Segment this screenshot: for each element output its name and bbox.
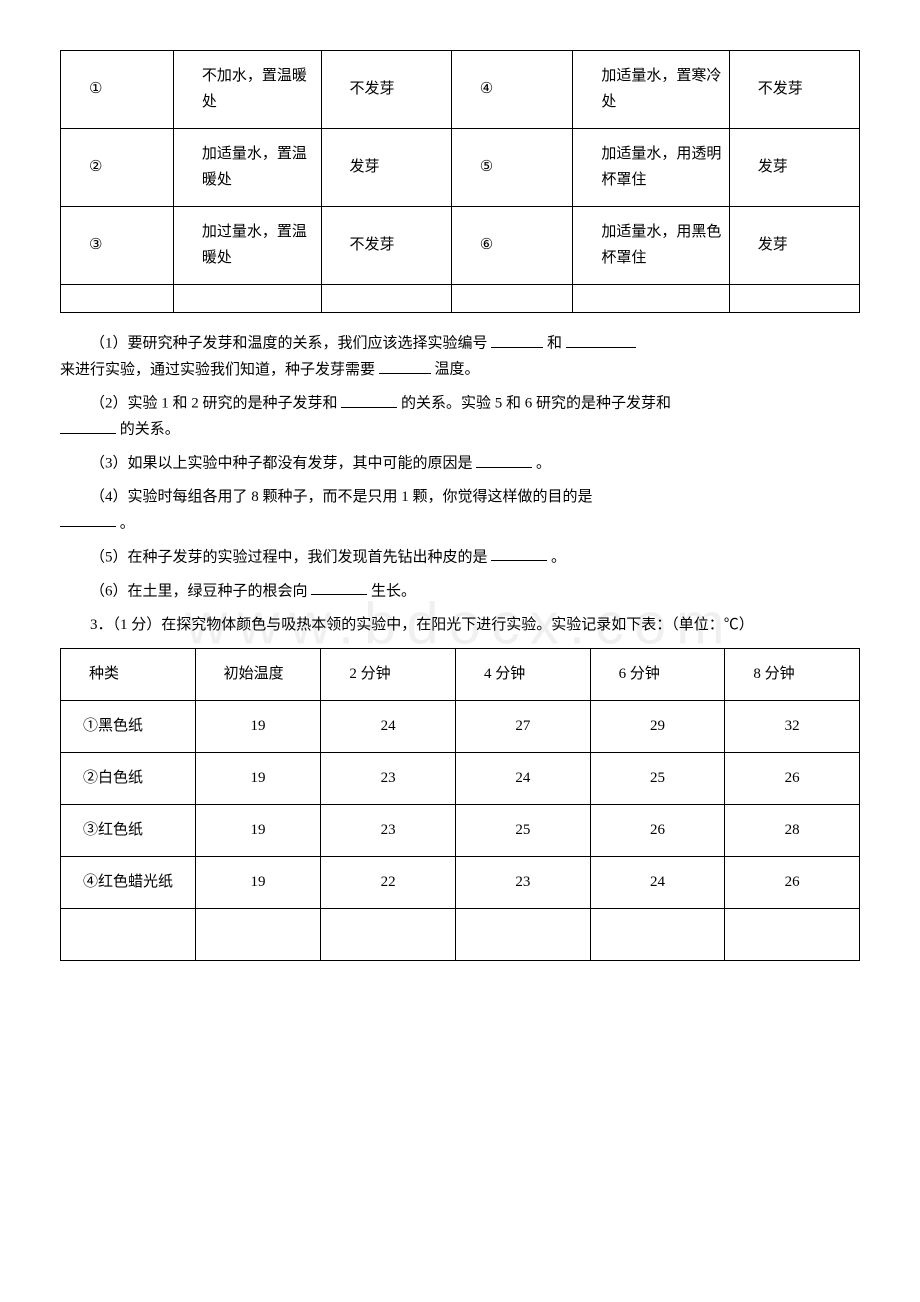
cell: 19 (195, 753, 321, 805)
text: 的关系。 (120, 422, 180, 438)
cell: ⑥ (451, 207, 573, 285)
cell: 不加水，置温暖处 (173, 51, 321, 129)
cell: 19 (195, 857, 321, 909)
table-row: ①黑色纸 19 24 27 29 32 (61, 701, 860, 753)
cell: 23 (321, 805, 456, 857)
cell: 26 (725, 753, 860, 805)
question-4: （4）实验时每组各用了 8 颗种子，而不是只用 1 颗，你觉得这样做的目的是 。 (60, 485, 860, 537)
header-cell: 8 分钟 (725, 649, 860, 701)
cell: 发芽 (729, 129, 859, 207)
cell: 27 (456, 701, 591, 753)
text: （4）实验时每组各用了 8 颗种子，而不是只用 1 颗，你觉得这样做的目的是 (90, 489, 593, 505)
blank-input[interactable] (476, 451, 532, 468)
cell: ⑤ (451, 129, 573, 207)
cell: 不发芽 (729, 51, 859, 129)
cell: 25 (456, 805, 591, 857)
cell: 19 (195, 701, 321, 753)
blank-input[interactable] (491, 545, 547, 562)
cell: 26 (725, 857, 860, 909)
cell: 加适量水，用透明杯罩住 (573, 129, 729, 207)
blank-input[interactable] (379, 357, 431, 374)
table-row: ② 加适量水，置温暖处 发芽 ⑤ 加适量水，用透明杯罩住 发芽 (61, 129, 860, 207)
cell: 加适量水，置寒冷处 (573, 51, 729, 129)
text: （3）如果以上实验中种子都没有发芽，其中可能的原因是 (90, 456, 473, 472)
blank-input[interactable] (60, 417, 116, 434)
text: 的关系。实验 5 和 6 研究的是种子发芽和 (401, 396, 671, 412)
text: （2）实验 1 和 2 研究的是种子发芽和 (90, 396, 338, 412)
text: 。 (120, 515, 135, 531)
blank-input[interactable] (491, 331, 543, 348)
header-cell: 4 分钟 (456, 649, 591, 701)
cell: 发芽 (729, 207, 859, 285)
table-row: ③红色纸 19 23 25 26 28 (61, 805, 860, 857)
question-6: （6）在土里，绿豆种子的根会向 生长。 (60, 579, 860, 605)
header-cell: 种类 (61, 649, 196, 701)
cell: ①黑色纸 (61, 701, 196, 753)
text: 和 (547, 336, 562, 352)
cell: ① (61, 51, 174, 129)
table-row: ④红色蜡光纸 19 22 23 24 26 (61, 857, 860, 909)
blank-input[interactable] (311, 579, 367, 596)
cell: 29 (590, 701, 725, 753)
text: （1）要研究种子发芽和温度的关系，我们应该选择实验编号 (90, 336, 488, 352)
cell: ③ (61, 207, 174, 285)
question-3: （3）如果以上实验中种子都没有发芽，其中可能的原因是 。 (60, 451, 860, 477)
header-cell: 初始温度 (195, 649, 321, 701)
header-cell: 2 分钟 (321, 649, 456, 701)
text: 。 (551, 549, 566, 565)
document-body: ① 不加水，置温暖处 不发芽 ④ 加适量水，置寒冷处 不发芽 ② 加适量水，置温… (60, 50, 860, 961)
cell: 24 (456, 753, 591, 805)
cell: ② (61, 129, 174, 207)
cell: 24 (590, 857, 725, 909)
table-row: ① 不加水，置温暖处 不发芽 ④ 加适量水，置寒冷处 不发芽 (61, 51, 860, 129)
blank-input[interactable] (566, 331, 636, 348)
table-row: ②白色纸 19 23 24 25 26 (61, 753, 860, 805)
cell: 19 (195, 805, 321, 857)
question-2: （2）实验 1 和 2 研究的是种子发芽和 的关系。实验 5 和 6 研究的是种… (60, 391, 860, 443)
cell: 加适量水，用黑色杯罩住 (573, 207, 729, 285)
cell: 25 (590, 753, 725, 805)
cell: 24 (321, 701, 456, 753)
cell: ②白色纸 (61, 753, 196, 805)
text: 温度。 (435, 362, 480, 378)
table-row-empty (61, 909, 860, 961)
text: 。 (536, 456, 551, 472)
cell: 32 (725, 701, 860, 753)
cell: ③红色纸 (61, 805, 196, 857)
temperature-table: 种类 初始温度 2 分钟 4 分钟 6 分钟 8 分钟 ①黑色纸 19 24 2… (60, 648, 860, 961)
cell: 不发芽 (321, 51, 451, 129)
text: （6）在土里，绿豆种子的根会向 (90, 583, 308, 599)
cell: ④ (451, 51, 573, 129)
table-row-empty (61, 285, 860, 313)
cell: 22 (321, 857, 456, 909)
blank-input[interactable] (341, 391, 397, 408)
table-header-row: 种类 初始温度 2 分钟 4 分钟 6 分钟 8 分钟 (61, 649, 860, 701)
cell: 发芽 (321, 129, 451, 207)
question-5: （5）在种子发芽的实验过程中，我们发现首先钻出种皮的是 。 (60, 545, 860, 571)
text: 来进行实验，通过实验我们知道，种子发芽需要 (60, 358, 375, 384)
cell: 28 (725, 805, 860, 857)
cell: 不发芽 (321, 207, 451, 285)
experiment-table-1: ① 不加水，置温暖处 不发芽 ④ 加适量水，置寒冷处 不发芽 ② 加适量水，置温… (60, 50, 860, 313)
header-cell: 6 分钟 (590, 649, 725, 701)
table-row: ③ 加过量水，置温暖处 不发芽 ⑥ 加适量水，用黑色杯罩住 发芽 (61, 207, 860, 285)
cell: 加适量水，置温暖处 (173, 129, 321, 207)
text: 生长。 (371, 583, 416, 599)
text: （5）在种子发芽的实验过程中，我们发现首先钻出种皮的是 (90, 549, 488, 565)
cell: 23 (321, 753, 456, 805)
cell: 23 (456, 857, 591, 909)
cell: ④红色蜡光纸 (61, 857, 196, 909)
blank-input[interactable] (60, 511, 116, 528)
question-1: （1）要研究种子发芽和温度的关系，我们应该选择实验编号 和 来进行实验，通过实验… (60, 331, 860, 383)
cell: 加过量水，置温暖处 (173, 207, 321, 285)
cell: 26 (590, 805, 725, 857)
question-3-intro: 3．（1 分）在探究物体颜色与吸热本领的实验中，在阳光下进行实验。实验记录如下表… (60, 613, 860, 639)
